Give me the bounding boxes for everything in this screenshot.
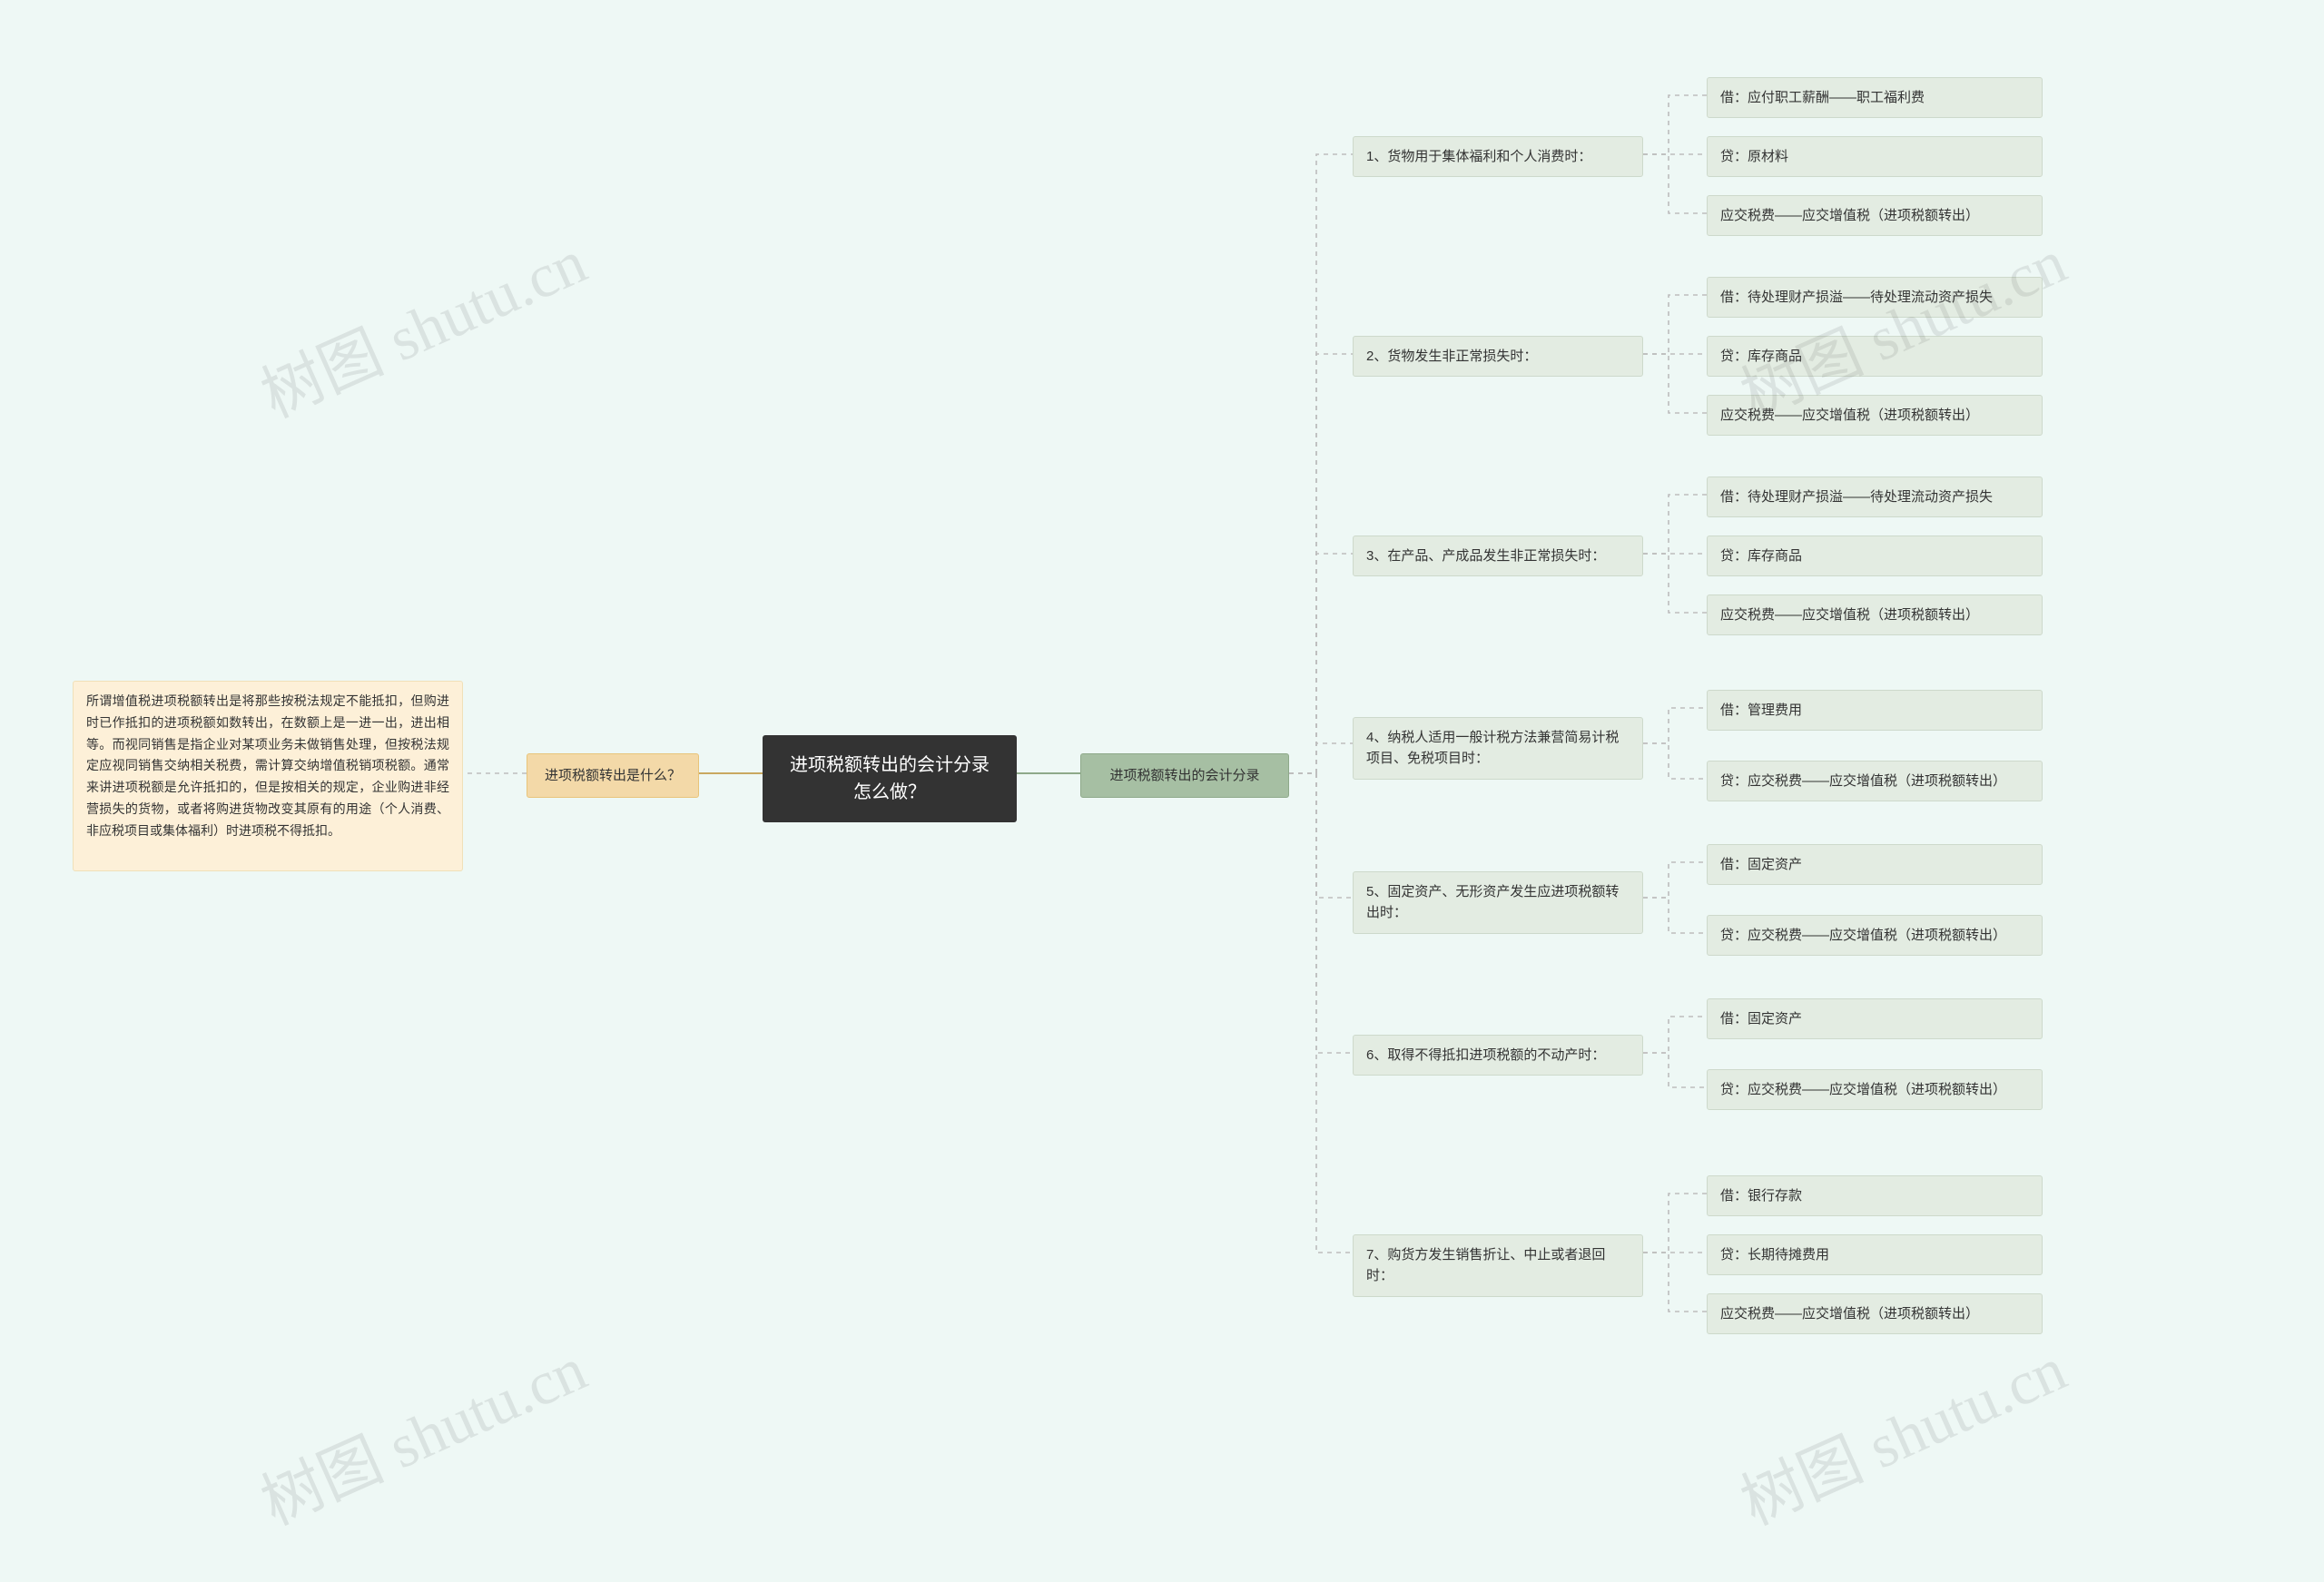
group-title-5: 5、固定资产、无形资产发生应进项税额转出时：	[1353, 871, 1643, 934]
entry-2-2: 贷：库存商品	[1707, 336, 2043, 377]
entry-5-2: 贷：应交税费——应交增值税（进项税额转出）	[1707, 915, 2043, 956]
entry-4-2: 贷：应交税费——应交增值税（进项税额转出）	[1707, 761, 2043, 801]
entry-6-2: 贷：应交税费——应交增值税（进项税额转出）	[1707, 1069, 2043, 1110]
entry-1-3: 应交税费——应交增值税（进项税额转出）	[1707, 195, 2043, 236]
entry-7-3: 应交税费——应交增值税（进项税额转出）	[1707, 1293, 2043, 1334]
entry-2-1: 借：待处理财产损溢——待处理流动资产损失	[1707, 277, 2043, 318]
watermark-1: 树图 shutu.cn	[245, 211, 598, 435]
entry-7-1: 借：银行存款	[1707, 1175, 2043, 1216]
left-paragraph: 所谓增值税进项税额转出是将那些按税法规定不能抵扣，但购进时已作抵扣的进项税额如数…	[73, 681, 463, 871]
group-title-2: 2、货物发生非正常损失时：	[1353, 336, 1643, 377]
entry-1-2: 贷：原材料	[1707, 136, 2043, 177]
root-node: 进项税额转出的会计分录 怎么做？	[763, 735, 1017, 822]
group-title-6: 6、取得不得抵扣进项税额的不动产时：	[1353, 1035, 1643, 1076]
group-title-7: 7、购货方发生销售折让、中止或者退回时：	[1353, 1234, 1643, 1297]
watermark-2: 树图 shutu.cn	[245, 1319, 598, 1542]
entry-1-1: 借：应付职工薪酬——职工福利费	[1707, 77, 2043, 118]
entry-3-3: 应交税费——应交增值税（进项税额转出）	[1707, 594, 2043, 635]
entry-3-2: 贷：库存商品	[1707, 536, 2043, 576]
branch-right: 进项税额转出的会计分录	[1080, 753, 1289, 798]
entry-5-1: 借：固定资产	[1707, 844, 2043, 885]
group-title-1: 1、货物用于集体福利和个人消费时：	[1353, 136, 1643, 177]
entry-7-2: 贷：长期待摊费用	[1707, 1234, 2043, 1275]
watermark-4: 树图 shutu.cn	[1725, 1319, 2078, 1542]
entry-6-1: 借：固定资产	[1707, 998, 2043, 1039]
group-title-4: 4、纳税人适用一般计税方法兼营简易计税项目、免税项目时：	[1353, 717, 1643, 780]
entry-4-1: 借：管理费用	[1707, 690, 2043, 731]
branch-left: 进项税额转出是什么？	[527, 753, 699, 798]
root-line1: 进项税额转出的会计分录	[784, 752, 995, 779]
root-line2: 怎么做？	[784, 779, 995, 806]
entry-2-3: 应交税费——应交增值税（进项税额转出）	[1707, 395, 2043, 436]
group-title-3: 3、在产品、产成品发生非正常损失时：	[1353, 536, 1643, 576]
entry-3-1: 借：待处理财产损溢——待处理流动资产损失	[1707, 477, 2043, 517]
